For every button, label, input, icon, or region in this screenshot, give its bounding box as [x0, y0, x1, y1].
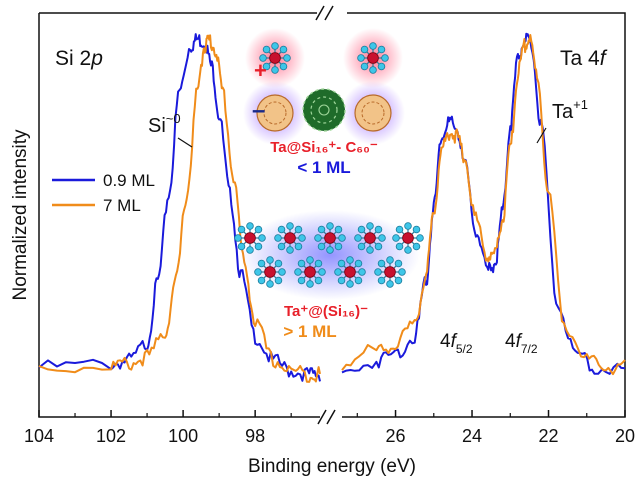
- tasi16-cluster: [357, 42, 389, 74]
- legend-label-0.9ml: 0.9 ML: [103, 171, 155, 190]
- x-tick-label-104: 104: [24, 426, 54, 446]
- series-7-ml-ta_4f: [341, 34, 626, 376]
- axis-break-top: [315, 5, 334, 21]
- x-tick-label-98: 98: [245, 426, 265, 446]
- tasi16-cluster: [374, 256, 406, 288]
- panel-label-si-2p: Si 2p: [55, 47, 103, 70]
- x-ticks: 104 102 100 98 26 24 22 20: [24, 410, 635, 446]
- x-tick-label-102: 102: [96, 426, 126, 446]
- annotation-ta-peak: Ta+1: [536, 97, 588, 144]
- tasi16-cluster: [392, 222, 424, 254]
- tasi16-cluster: [314, 222, 346, 254]
- x-tick-label-22: 22: [538, 426, 558, 446]
- fullerene-shell-left: [256, 94, 294, 132]
- plus-sign: +: [254, 58, 267, 83]
- svg-text:Si~0: Si~0: [148, 111, 181, 137]
- c60-molecule: [302, 88, 346, 132]
- inset-upper-clusters: [259, 42, 389, 74]
- annotation-si-peak: Si~0: [148, 111, 193, 148]
- inset-upper-formula: Ta@Si₁₆⁺- C₆₀⁻: [270, 139, 378, 156]
- panel-label-ta-4f: Ta 4f: [560, 47, 608, 70]
- series-7-ml-si_2p: [38, 34, 321, 383]
- tasi16-cluster: [254, 256, 286, 288]
- axis-break-bottom: [317, 409, 336, 425]
- fullerene-shell-right: [354, 94, 392, 132]
- x-tick-label-26: 26: [386, 426, 406, 446]
- minus-sign: –: [252, 97, 265, 124]
- x-tick-label-24: 24: [462, 426, 482, 446]
- y-axis-label: Normalized intensity: [10, 129, 31, 301]
- inset-upper-coverage: < 1 ML: [297, 158, 350, 177]
- inset-lower-clusters: [234, 210, 424, 300]
- x-tick-label-20: 20: [615, 426, 635, 446]
- x-axis-label: Binding energy (eV): [248, 456, 416, 477]
- tasi16-cluster: [334, 256, 366, 288]
- inset-lower-formula: Ta⁺@(Si₁₆)⁻: [284, 303, 368, 320]
- annotation-4f52: 4f5/2: [440, 331, 473, 356]
- tasi16-cluster: [294, 256, 326, 288]
- curves: [38, 32, 626, 383]
- legend-label-7ml: 7 ML: [103, 196, 141, 215]
- tasi16-cluster: [259, 42, 291, 74]
- tasi16-cluster: [354, 222, 386, 254]
- legend: 0.9 ML 7 ML: [52, 171, 155, 215]
- x-tick-label-100: 100: [168, 426, 198, 446]
- tasi16-cluster: [274, 222, 306, 254]
- annotation-4f72: 4f7/2: [505, 331, 538, 356]
- inset-lower-coverage: > 1 ML: [283, 322, 336, 341]
- tasi16-cluster: [234, 222, 266, 254]
- svg-text:Ta+1: Ta+1: [552, 97, 588, 123]
